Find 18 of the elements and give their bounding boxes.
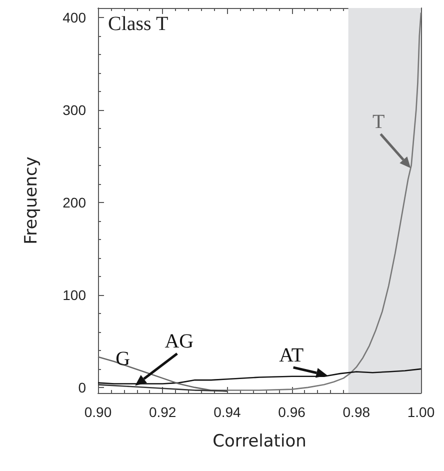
y-tick-label: 200 xyxy=(62,194,86,210)
x-tick-label: 0.92 xyxy=(148,404,176,420)
annotation: AT xyxy=(279,344,304,366)
annotation: AG xyxy=(164,330,194,353)
x-axis-title: Correlation xyxy=(212,432,306,452)
y-tick-label: 300 xyxy=(62,102,86,118)
x-tick-label: 1.00 xyxy=(407,404,435,420)
y-tick-label: 0 xyxy=(78,379,86,396)
y-axis-title: Frequency xyxy=(22,156,42,244)
annotation: T xyxy=(372,111,385,134)
annotation: Class T xyxy=(108,13,168,35)
x-tick-label: 0.94 xyxy=(214,404,242,420)
y-tick-label: 100 xyxy=(62,286,86,303)
x-tick-label: 0.98 xyxy=(342,404,370,420)
annotation: G xyxy=(116,348,130,370)
x-tick-label: 0.96 xyxy=(278,404,306,420)
y-tick-label: 400 xyxy=(62,9,86,26)
x-tick-label: 0.90 xyxy=(84,404,112,420)
